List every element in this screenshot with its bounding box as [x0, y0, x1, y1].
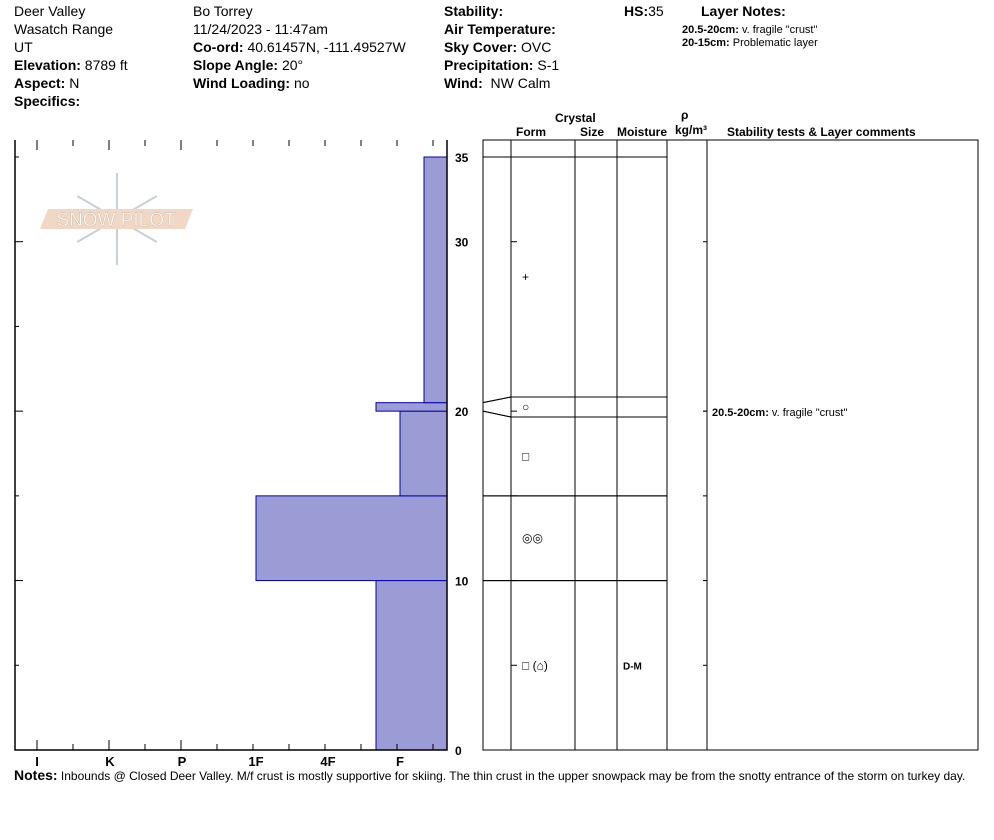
layer-table: [482, 139, 979, 751]
coord: Co-ord: 40.61457N, -111.49527W: [193, 39, 406, 55]
layer-note: 20-15cm: Problematic layer: [682, 37, 818, 49]
layer-note-range: 20.5-20cm:: [682, 24, 739, 36]
grain-form: ○: [522, 400, 529, 414]
sky-cover: Sky Cover: OVC: [444, 39, 551, 55]
grain-form: +: [522, 270, 529, 284]
layer-note-text: Problematic layer: [732, 37, 818, 49]
x-tick-label: 1F: [248, 754, 263, 769]
wind-loading: Wind Loading: no: [193, 75, 310, 91]
layer-notes-label: Layer Notes:: [701, 3, 786, 19]
slope: Slope Angle: 20°: [193, 57, 303, 73]
wind-label: Wind:: [444, 75, 483, 91]
moisture-header: Moisture: [617, 125, 668, 139]
aspect: Aspect: N: [14, 75, 79, 91]
layer-note-range: 20-15cm:: [682, 37, 730, 49]
precipitation-value: S-1: [537, 57, 560, 73]
stability-label: Stability:: [444, 3, 504, 19]
moisture-value: D-M: [623, 661, 642, 672]
notes: Notes: Inbounds @ Closed Deer Valley. M/…: [14, 767, 965, 783]
coord-value: 40.61457N, -111.49527W: [247, 39, 406, 55]
layer-comment: 20.5-20cm: v. fragile "crust": [712, 407, 847, 419]
density-header: kg/m³: [675, 123, 708, 137]
precipitation: Precipitation: S-1: [444, 57, 559, 73]
elevation: Elevation: 8789 ft: [14, 57, 128, 73]
hs-label: HS:: [624, 3, 649, 19]
sky-cover-label: Sky Cover:: [444, 39, 518, 55]
sky-cover-value: OVC: [521, 39, 552, 55]
form-header: Form: [516, 125, 546, 139]
wind-value: NW Calm: [490, 75, 551, 91]
rho-header: ρ: [681, 108, 689, 122]
hardness-bar: [375, 402, 448, 412]
grain-form: □ (⌂): [522, 658, 548, 672]
observer: Bo Torrey: [193, 3, 253, 19]
precipitation-label: Precipitation:: [444, 57, 534, 73]
specifics-label: Specifics:: [14, 93, 81, 109]
slope-label: Slope Angle:: [193, 57, 279, 73]
slope-value: 20°: [281, 57, 304, 73]
coord-label: Co-ord:: [193, 39, 244, 55]
area: Deer Valley: [14, 3, 86, 19]
aspect-value: N: [69, 75, 80, 91]
hs: HS:35: [624, 3, 664, 19]
hardness-axis: [14, 140, 448, 751]
y-tick-label: 10: [455, 575, 469, 589]
crystal-header: Crystal: [555, 111, 596, 125]
y-tick-label: 0: [455, 744, 462, 758]
y-tick-label: 20: [455, 405, 469, 419]
wind-loading-value: no: [293, 75, 310, 91]
state: UT: [14, 39, 33, 55]
x-tick-label: I: [35, 754, 39, 769]
grain-form: □: [522, 449, 529, 463]
y-tick-label: 35: [455, 151, 469, 165]
hardness-bar: [399, 410, 448, 497]
air-temp-label: Air Temperature:: [444, 21, 556, 37]
x-tick-label: P: [178, 754, 187, 769]
layer-note: 20.5-20cm: v. fragile "crust": [682, 24, 817, 36]
notes-text: Inbounds @ Closed Deer Valley. M/f crust…: [60, 769, 966, 783]
svg-text:SNOW PILOT: SNOW PILOT: [56, 210, 176, 231]
elevation-label: Elevation:: [14, 57, 81, 73]
y-tick-label: 30: [455, 236, 469, 250]
aspect-label: Aspect:: [14, 75, 66, 91]
x-tick-label: 4F: [320, 754, 335, 769]
hardness-bar: [255, 495, 448, 582]
range: Wasatch Range: [14, 21, 114, 37]
wind-loading-label: Wind Loading:: [193, 75, 291, 91]
wind: Wind: NW Calm: [444, 75, 550, 91]
size-header: Size: [580, 125, 605, 139]
notes-label: Notes:: [14, 767, 58, 783]
x-tick-label: F: [396, 754, 404, 769]
hs-value: 35: [648, 3, 664, 19]
datetime: 11/24/2023 - 11:47am: [193, 21, 328, 37]
grain-form: ◎◎: [522, 531, 543, 545]
layer-connector: [482, 410, 512, 418]
layer-connector: [482, 396, 512, 404]
hardness-bar: [375, 580, 448, 751]
snowpilot-logo: SNOW PILOT: [40, 173, 193, 265]
layer-note-text: v. fragile "crust": [741, 24, 818, 36]
elevation-value: 8789 ft: [84, 57, 128, 73]
hardness-bar: [423, 156, 448, 404]
x-tick-label: K: [105, 754, 115, 769]
comments-header: Stability tests & Layer comments: [727, 125, 916, 139]
